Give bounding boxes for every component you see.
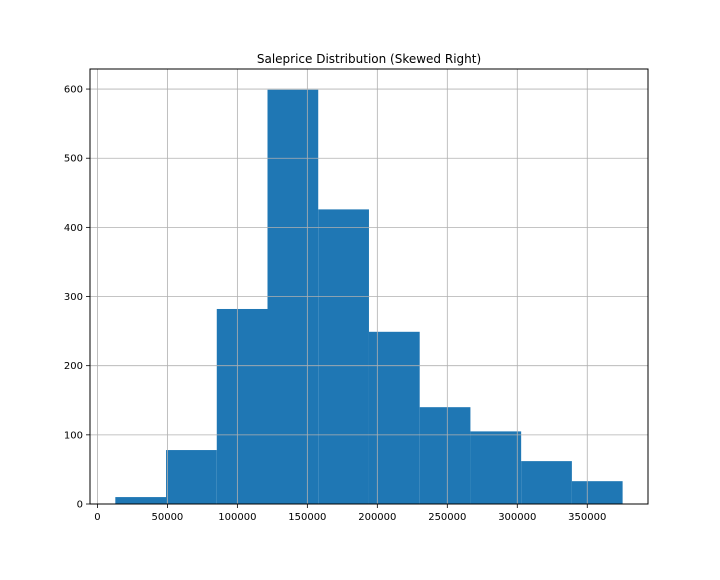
y-axis: 0 100 200 300 400 500 600 bbox=[64, 85, 90, 511]
y-tick-label: 100 bbox=[64, 430, 83, 441]
x-tick-label: 150000 bbox=[288, 512, 326, 523]
x-axis: 0 50000 100000 150000 200000 250000 300000 3500… bbox=[94, 504, 606, 523]
x-tick-label: 200000 bbox=[358, 512, 396, 523]
y-tick-label: 300 bbox=[64, 292, 83, 303]
histogram-bar bbox=[368, 331, 420, 504]
histogram-bar bbox=[318, 209, 369, 504]
grid-overlay bbox=[90, 69, 648, 505]
x-tick-label: 250000 bbox=[428, 512, 466, 523]
x-tick-label: 0 bbox=[94, 512, 100, 523]
histogram-bar bbox=[216, 308, 268, 504]
histogram-bar bbox=[166, 450, 217, 504]
x-tick-label: 300000 bbox=[498, 512, 536, 523]
plot-frame bbox=[89, 68, 649, 505]
y-tick-label: 0 bbox=[77, 500, 83, 511]
histogram-bar bbox=[470, 431, 522, 504]
x-tick-label: 50000 bbox=[151, 512, 183, 523]
histogram-bar bbox=[115, 497, 167, 504]
y-tick-label: 500 bbox=[64, 154, 83, 165]
histogram-bar bbox=[571, 481, 623, 504]
x-tick-label: 100000 bbox=[218, 512, 256, 523]
y-tick-label: 600 bbox=[64, 85, 83, 96]
y-tick-label: 200 bbox=[64, 361, 83, 372]
histogram-bar bbox=[419, 407, 471, 504]
y-tick-label: 400 bbox=[64, 223, 83, 234]
x-tick-label: 350000 bbox=[568, 512, 606, 523]
histogram-bar bbox=[521, 461, 572, 504]
chart-title: Saleprice Distribution (Skewed Right) bbox=[257, 52, 481, 66]
